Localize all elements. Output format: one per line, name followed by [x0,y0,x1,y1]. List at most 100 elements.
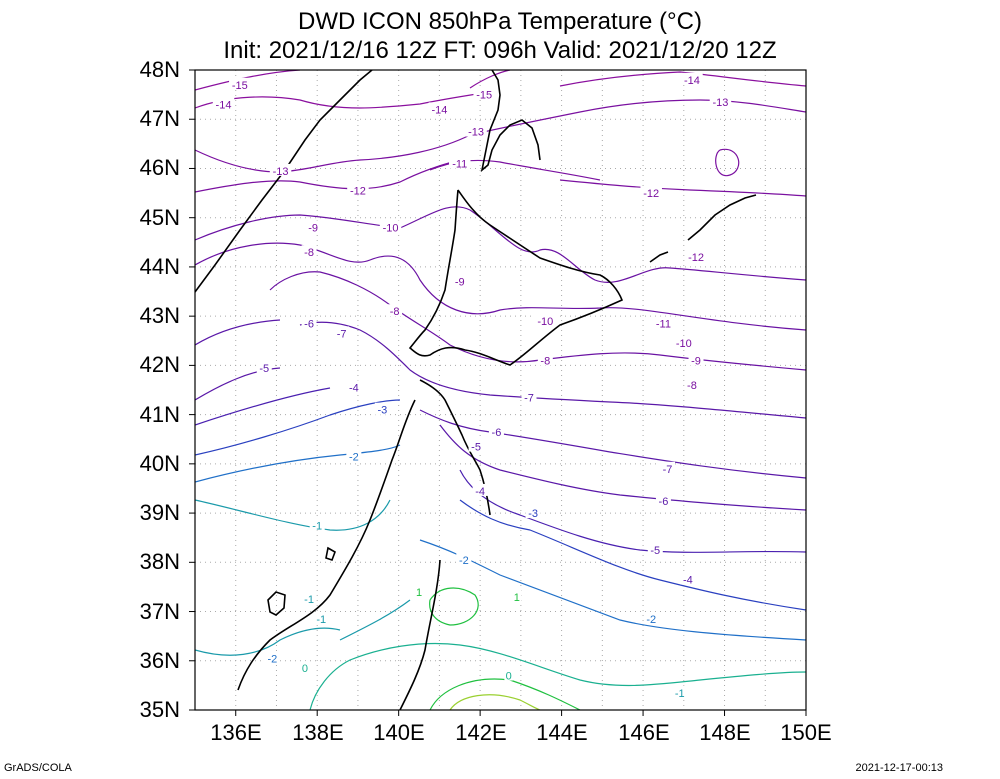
coastline-asia [195,70,373,293]
lat-label: 41N [139,402,180,427]
contour-label-background [452,274,468,287]
contour-label-background [387,304,403,317]
contour-label-background [379,220,402,233]
lat-label: 38N [139,549,180,574]
contour-label-background [521,390,537,403]
contour-label-background [347,183,369,196]
contour-label: 0 [506,671,512,683]
contour-label: -10 [537,316,553,328]
contour-label-background [309,518,325,531]
axis-ticks [189,69,807,716]
contour-label-background [473,87,495,100]
contour-minus-8 [269,271,806,371]
contour-label-background [212,97,235,110]
contour-label-background [334,326,350,339]
contour-label: 1 [416,587,422,599]
contour-label-background [640,186,662,199]
contour-label: -1 [316,614,326,626]
contour-label: -2 [268,653,278,665]
contour-label: -12 [688,252,704,264]
contour-0 [309,642,806,710]
contour-label-background [229,77,251,90]
coastlines [195,70,757,710]
lon-label: 136E [210,720,262,745]
contour-label-background [673,336,695,349]
contour-label-background [537,353,553,366]
contour-2 [449,694,541,710]
contour-label: -9 [455,277,465,289]
contour-label: -8 [390,306,400,318]
lon-label: 144E [536,720,588,745]
contour-label: -7 [663,464,673,476]
contour-label-background [305,220,321,233]
footer-credit: GrADS/COLA [4,762,72,774]
contour-minus-12 [195,159,806,197]
contour-label-background [688,353,704,366]
contour-label: -7 [524,392,534,404]
contour-label: 0 [302,663,308,675]
coastline-sakhalin [480,70,541,173]
contour-label-background [685,250,707,263]
contour-label: -11 [656,319,671,331]
map-subtitle: Init: 2021/12/16 12Z FT: 096h Valid: 202… [223,37,777,64]
contour-label-background [504,668,513,681]
lon-label: 142E [455,720,507,745]
coastline-honshu [237,379,491,710]
contour-label: -2 [459,555,469,567]
contour-minus-10 [195,206,806,283]
contour-label: -2 [646,614,656,626]
contour-label-background [655,493,671,506]
lon-label: 148E [699,720,751,745]
contour-label-background [264,651,280,664]
contour-label: -3 [377,405,387,417]
contour-label-background [346,380,362,393]
contour-label: -9 [691,355,701,367]
contour-label: -3 [528,508,538,520]
lon-label: 138E [292,720,344,745]
contour-label-background [680,572,696,585]
lat-label: 39N [139,500,180,525]
contour-label: -10 [383,223,399,235]
coastline-sado [325,546,336,562]
contour-label: -6 [304,319,314,331]
contour-minus-2 [195,444,806,641]
contour-minus-14 [195,71,806,109]
contour-label: -13 [273,166,289,178]
contour-minus-13 [195,99,806,173]
contour-label-background [684,378,700,391]
lat-label: 43N [139,303,180,328]
contour-label-background [525,506,541,519]
contour-label: -12 [643,188,659,200]
contour-label-background [681,72,703,85]
footer-timestamp: 2021-12-17-00:13 [855,762,943,774]
contour-minus-5 [195,367,806,511]
contour-label: -1 [312,520,322,532]
contour-label-background [428,102,451,115]
contour-label-background [468,439,484,452]
contour-label-background [488,424,504,437]
lat-label: 47N [139,106,180,131]
contour-minus-1 [195,499,411,656]
contour-label-background [301,245,317,258]
contour-label: -13 [713,97,729,109]
coastline-hokkaido [408,189,624,366]
contour-label-background [374,402,390,415]
contour-label: -12 [350,186,366,198]
contour-label: -10 [676,338,692,350]
contour-label-background [672,685,688,698]
contour-label: -1 [304,594,314,606]
plot-frame [194,69,807,711]
contour-label: -4 [475,486,485,498]
contour-label: -8 [540,355,550,367]
contour-label-background [301,592,317,605]
contour-minus-4 [195,387,806,553]
contour-label: -8 [304,247,314,259]
contour-label: -2 [349,451,359,463]
contour-label-background [465,124,487,137]
contour-label-background [414,584,424,597]
contour-label-background [449,156,471,169]
contour-label: -1 [675,688,685,700]
lat-label: 37N [139,599,180,624]
contour-minus-15 [195,70,511,91]
